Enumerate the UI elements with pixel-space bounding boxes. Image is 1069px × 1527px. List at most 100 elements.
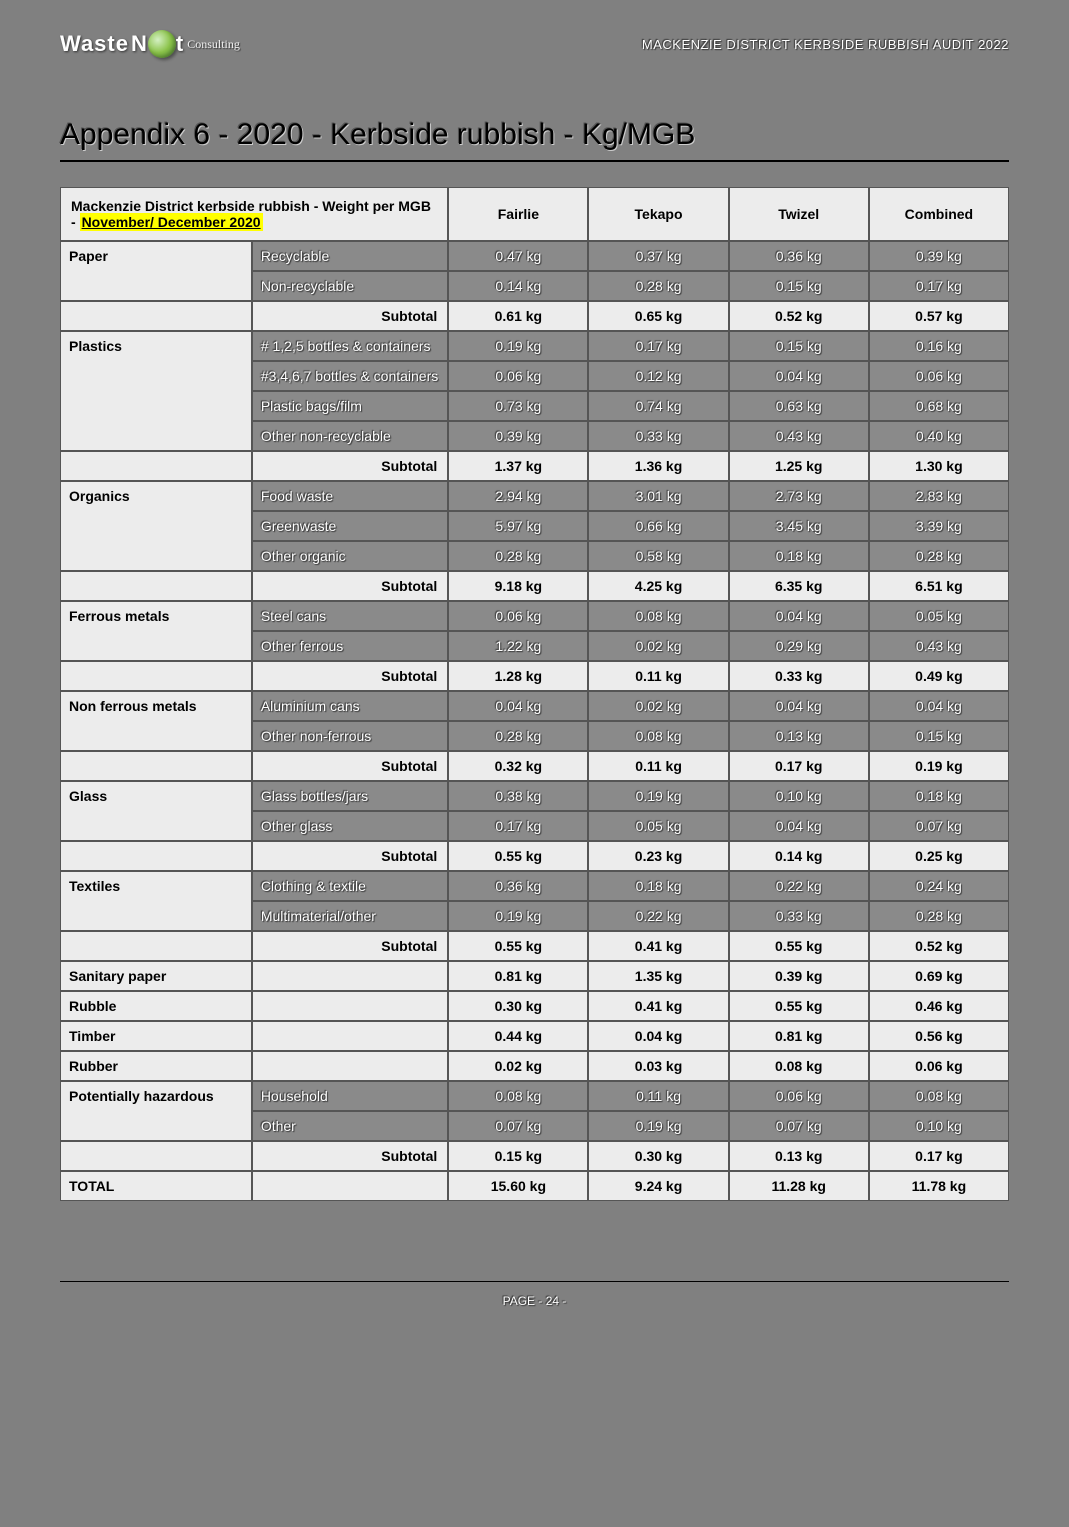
val-6-0-0: 0.36 kg	[448, 871, 588, 901]
subtotal-4-3: 0.19 kg	[869, 751, 1009, 781]
haz-subtotal-3: 0.17 kg	[869, 1141, 1009, 1171]
page-footer: PAGE - 24 -	[60, 1281, 1009, 1308]
val-0-1-1: 0.28 kg	[588, 271, 728, 301]
subcat-2-0: Food waste	[252, 481, 448, 511]
subtotal-5-2: 0.14 kg	[729, 841, 869, 871]
blank-1	[60, 451, 252, 481]
val-4-0-0: 0.04 kg	[448, 691, 588, 721]
val-4-1-3: 0.15 kg	[869, 721, 1009, 751]
single-val-1-1: 0.41 kg	[588, 991, 728, 1021]
val-1-2-2: 0.63 kg	[729, 391, 869, 421]
val-5-1-1: 0.05 kg	[588, 811, 728, 841]
subtotal-label-6: Subtotal	[252, 931, 448, 961]
haz-category: Potentially hazardous	[60, 1081, 252, 1141]
val-2-2-3: 0.28 kg	[869, 541, 1009, 571]
single-val-3-0: 0.02 kg	[448, 1051, 588, 1081]
logo-text-consulting: Consulting	[187, 37, 240, 52]
haz-val-0-0: 0.08 kg	[448, 1081, 588, 1111]
val-6-0-3: 0.24 kg	[869, 871, 1009, 901]
val-1-0-2: 0.15 kg	[729, 331, 869, 361]
val-1-0-1: 0.17 kg	[588, 331, 728, 361]
single-val-0-0: 0.81 kg	[448, 961, 588, 991]
category-4: Non ferrous metals	[60, 691, 252, 751]
subtotal-1-2: 1.25 kg	[729, 451, 869, 481]
single-blank-1	[252, 991, 448, 1021]
haz-val-1-3: 0.10 kg	[869, 1111, 1009, 1141]
subtotal-2-2: 6.35 kg	[729, 571, 869, 601]
subcat-2-2: Other organic	[252, 541, 448, 571]
val-1-1-2: 0.04 kg	[729, 361, 869, 391]
val-2-0-2: 2.73 kg	[729, 481, 869, 511]
subtotal-6-0: 0.55 kg	[448, 931, 588, 961]
total-val-0: 15.60 kg	[448, 1171, 588, 1201]
val-4-1-1: 0.08 kg	[588, 721, 728, 751]
val-3-0-1: 0.08 kg	[588, 601, 728, 631]
subtotal-label-4: Subtotal	[252, 751, 448, 781]
haz-sub-0: Household	[252, 1081, 448, 1111]
val-0-0-1: 0.37 kg	[588, 241, 728, 271]
subtotal-0-2: 0.52 kg	[729, 301, 869, 331]
logo: Waste N t Consulting	[60, 30, 240, 58]
subtotal-0-3: 0.57 kg	[869, 301, 1009, 331]
val-1-2-1: 0.74 kg	[588, 391, 728, 421]
haz-val-1-2: 0.07 kg	[729, 1111, 869, 1141]
subcat-1-1: #3,4,6,7 bottles & containers	[252, 361, 448, 391]
subcat-1-3: Other non-recyclable	[252, 421, 448, 451]
subcat-6-1: Multimaterial/other	[252, 901, 448, 931]
blank-6	[60, 931, 252, 961]
val-5-1-2: 0.04 kg	[729, 811, 869, 841]
val-5-0-1: 0.19 kg	[588, 781, 728, 811]
haz-val-1-0: 0.07 kg	[448, 1111, 588, 1141]
val-5-1-3: 0.07 kg	[869, 811, 1009, 841]
val-0-1-3: 0.17 kg	[869, 271, 1009, 301]
subtotal-label-1: Subtotal	[252, 451, 448, 481]
val-5-0-2: 0.10 kg	[729, 781, 869, 811]
category-6: Textiles	[60, 871, 252, 931]
single-val-2-3: 0.56 kg	[869, 1021, 1009, 1051]
subtotal-0-0: 0.61 kg	[448, 301, 588, 331]
subcat-3-1: Other ferrous	[252, 631, 448, 661]
subcat-5-0: Glass bottles/jars	[252, 781, 448, 811]
logo-circle-icon	[148, 30, 176, 58]
val-0-0-0: 0.47 kg	[448, 241, 588, 271]
val-3-1-2: 0.29 kg	[729, 631, 869, 661]
subtotal-1-1: 1.36 kg	[588, 451, 728, 481]
single-blank-0	[252, 961, 448, 991]
subtotal-2-0: 9.18 kg	[448, 571, 588, 601]
single-cat-2: Timber	[60, 1021, 252, 1051]
subtotal-0-1: 0.65 kg	[588, 301, 728, 331]
subtotal-label-2: Subtotal	[252, 571, 448, 601]
subtotal-2-3: 6.51 kg	[869, 571, 1009, 601]
val-2-1-0: 5.97 kg	[448, 511, 588, 541]
haz-blank	[60, 1141, 252, 1171]
single-val-0-2: 0.39 kg	[729, 961, 869, 991]
document-title: MACKENZIE DISTRICT KERBSIDE RUBBISH AUDI…	[642, 37, 1009, 52]
total-val-2: 11.28 kg	[729, 1171, 869, 1201]
val-0-0-3: 0.39 kg	[869, 241, 1009, 271]
single-val-2-1: 0.04 kg	[588, 1021, 728, 1051]
val-2-1-1: 0.66 kg	[588, 511, 728, 541]
haz-subtotal-2: 0.13 kg	[729, 1141, 869, 1171]
val-2-0-1: 3.01 kg	[588, 481, 728, 511]
subcat-5-1: Other glass	[252, 811, 448, 841]
val-2-1-2: 3.45 kg	[729, 511, 869, 541]
subcat-3-0: Steel cans	[252, 601, 448, 631]
subtotal-2-1: 4.25 kg	[588, 571, 728, 601]
subcat-6-0: Clothing & textile	[252, 871, 448, 901]
val-1-2-3: 0.68 kg	[869, 391, 1009, 421]
haz-val-0-3: 0.08 kg	[869, 1081, 1009, 1111]
single-cat-3: Rubber	[60, 1051, 252, 1081]
subcat-1-0: # 1,2,5 bottles & containers	[252, 331, 448, 361]
total-val-3: 11.78 kg	[869, 1171, 1009, 1201]
val-1-2-0: 0.73 kg	[448, 391, 588, 421]
total-blank	[252, 1171, 448, 1201]
total-val-1: 9.24 kg	[588, 1171, 728, 1201]
category-5: Glass	[60, 781, 252, 841]
val-5-1-0: 0.17 kg	[448, 811, 588, 841]
val-1-3-2: 0.43 kg	[729, 421, 869, 451]
single-blank-2	[252, 1021, 448, 1051]
val-6-0-2: 0.22 kg	[729, 871, 869, 901]
val-1-1-3: 0.06 kg	[869, 361, 1009, 391]
subcat-2-1: Greenwaste	[252, 511, 448, 541]
subtotal-label-5: Subtotal	[252, 841, 448, 871]
